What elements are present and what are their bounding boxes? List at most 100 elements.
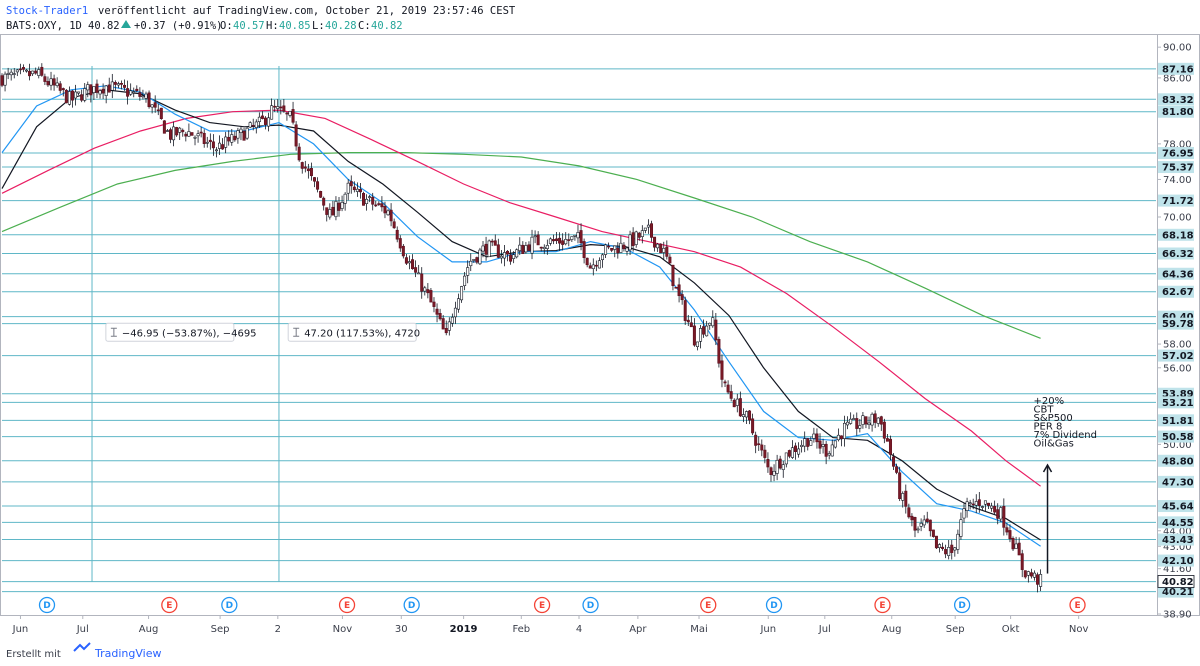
candle-body: [852, 418, 856, 420]
candle-body: [46, 81, 50, 86]
candle-body: [1039, 574, 1043, 587]
candle-body: [760, 444, 764, 451]
high-value: 40.85: [279, 20, 311, 32]
candle-body: [524, 245, 528, 253]
candle-body: [539, 246, 543, 249]
level-price-label: 71.72: [1162, 196, 1194, 207]
candle-body: [129, 90, 133, 95]
price-axis[interactable]: 90.00 86.00 78.00 74.00 70.00 58.00 56.00 50.00…: [1157, 43, 1195, 621]
candle-body: [699, 328, 703, 342]
x-tick-label: Aug: [139, 624, 159, 635]
candle-body: [349, 181, 353, 187]
candle-body: [858, 425, 862, 429]
level-price-label: 44.55: [1162, 518, 1194, 529]
candle-body: [561, 240, 565, 245]
candle-body: [460, 286, 464, 301]
event-label: E: [1074, 601, 1080, 611]
candle-body: [527, 244, 531, 251]
earnings-icon: [533, 596, 551, 614]
earnings-event[interactable]: E: [533, 596, 551, 614]
dividend-event[interactable]: D: [765, 596, 783, 614]
level-price-label: 81.80: [1162, 107, 1194, 118]
dividend-event[interactable]: D: [221, 596, 238, 614]
candle-body: [993, 505, 997, 513]
y-tick-label: 38.90: [1163, 610, 1192, 621]
candle-body: [306, 168, 310, 172]
candle-body: [591, 264, 595, 269]
dividend-event[interactable]: D: [403, 596, 420, 614]
dividend-event[interactable]: D: [38, 596, 56, 614]
candle-body: [187, 131, 191, 137]
author-link[interactable]: Stock-Trader1: [6, 5, 88, 17]
earnings-event[interactable]: E: [1069, 596, 1086, 614]
brand-text[interactable]: TradingView: [94, 647, 161, 660]
x-tick-label: Sep: [946, 624, 965, 635]
candle-body: [481, 245, 485, 252]
candle-body: [316, 181, 320, 190]
dividend-icon: [765, 596, 783, 614]
candle-body: [968, 502, 972, 505]
measurements[interactable]: −46.95 (−53.87%), −4695 47.20 (117.53%), …: [105, 322, 420, 342]
candle-body: [6, 73, 10, 75]
candle-body: [404, 257, 408, 264]
candle-body: [67, 91, 71, 105]
y-tick-label: 74.00: [1163, 175, 1192, 186]
candle-body: [392, 221, 396, 229]
candle-body: [257, 116, 261, 122]
candle-body: [1036, 574, 1040, 585]
dividend-event[interactable]: D: [953, 596, 971, 614]
event-label: E: [539, 601, 545, 611]
candle-body: [812, 433, 816, 439]
earnings-event[interactable]: E: [161, 596, 178, 614]
candle-body: [763, 449, 767, 458]
earnings-event[interactable]: E: [874, 596, 891, 614]
candle-body: [466, 267, 470, 276]
event-label: E: [166, 601, 172, 611]
candle-body: [962, 508, 966, 519]
candle-body: [895, 466, 899, 473]
time-axis[interactable]: Jun Jul Aug Sep 2 Nov 30 2019 Feb 4 Apr Mai Jun Jul Au…: [12, 615, 1089, 635]
candle-body: [888, 438, 892, 455]
candle-body: [322, 197, 326, 206]
level-price-label: 64.36: [1162, 269, 1194, 280]
candle-body: [631, 232, 635, 246]
candle-body: [254, 121, 258, 128]
candle-body: [695, 341, 699, 347]
earnings-event[interactable]: E: [338, 596, 356, 614]
high-label: H:: [266, 20, 279, 32]
candle-body: [119, 82, 123, 85]
candle-body: [956, 533, 960, 550]
candle-body: [438, 313, 442, 320]
candle-body: [58, 83, 62, 91]
candle-body: [1029, 572, 1033, 577]
candle-body: [92, 86, 96, 93]
candle-body: [1020, 553, 1024, 570]
candle-body: [818, 440, 822, 449]
candle-body: [420, 273, 424, 292]
candle-body: [1005, 527, 1009, 533]
candle-body: [990, 505, 994, 509]
earnings-event[interactable]: E: [700, 596, 717, 614]
candle-body: [40, 66, 44, 76]
candle-body: [794, 445, 798, 452]
candle-body: [251, 124, 255, 127]
measure-icon: [293, 327, 300, 337]
candle-body: [435, 308, 439, 315]
candle-body: [873, 413, 877, 423]
level-price-box: [1158, 228, 1194, 241]
candle-body: [836, 434, 840, 441]
candle-body: [775, 459, 779, 474]
candle-body: [714, 319, 718, 341]
candle-body: [365, 198, 369, 204]
measurement-box[interactable]: −46.95 (−53.87%), −4695: [105, 322, 257, 342]
level-price-box: [1158, 194, 1194, 207]
candle-body: [515, 249, 519, 258]
dividend-event[interactable]: D: [582, 596, 599, 614]
y-tick-label: 41.60: [1163, 564, 1192, 575]
measurement-box[interactable]: 47.20 (117.53%), 4720: [287, 322, 420, 342]
candle-body: [368, 196, 372, 198]
candle-body: [637, 232, 641, 238]
candle-body: [959, 519, 963, 537]
